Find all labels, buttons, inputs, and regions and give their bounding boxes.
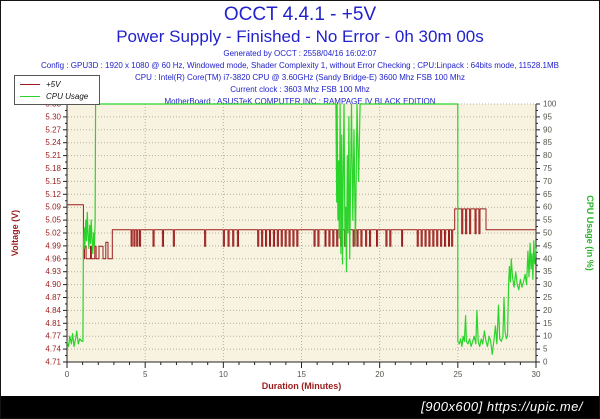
svg-text:4.96: 4.96 (45, 254, 61, 263)
svg-text:10: 10 (219, 370, 228, 379)
legend-label-voltage: +5V (46, 79, 61, 89)
svg-text:10: 10 (543, 332, 552, 341)
clock-line: Current clock : 3603 Mhz FSB 100 Mhz (230, 85, 370, 95)
svg-text:70: 70 (543, 177, 552, 186)
svg-text:35: 35 (543, 267, 552, 276)
svg-text:4.71: 4.71 (45, 358, 61, 367)
svg-text:5.12: 5.12 (45, 190, 61, 199)
cpu-usage-series-line (66, 103, 537, 355)
svg-text:5.27: 5.27 (45, 125, 61, 134)
svg-text:80: 80 (543, 151, 552, 160)
svg-text:75: 75 (543, 164, 552, 173)
axes: 5.331005.30955.27905.24855.21805.18755.1… (45, 100, 556, 380)
svg-text:5.09: 5.09 (45, 203, 61, 212)
svg-text:95: 95 (543, 112, 552, 121)
svg-text:5.21: 5.21 (45, 151, 61, 160)
svg-text:90: 90 (543, 125, 552, 134)
svg-text:Voltage (V): Voltage (V) (10, 210, 20, 256)
svg-text:4.81: 4.81 (45, 319, 61, 328)
svg-text:4.74: 4.74 (45, 345, 61, 354)
watermark-bar: [900x600] https://upic.me/ (1, 396, 599, 418)
svg-text:85: 85 (543, 138, 552, 147)
voltage-series-line (67, 204, 536, 260)
svg-text:5.15: 5.15 (45, 177, 61, 186)
chart-legend: +5V CPU Usage (14, 75, 100, 105)
svg-text:5.30: 5.30 (45, 112, 61, 121)
svg-text:5.02: 5.02 (45, 229, 61, 238)
svg-text:4.99: 4.99 (45, 241, 61, 250)
cpu-line-swatch (20, 95, 40, 97)
svg-text:0: 0 (543, 358, 548, 367)
svg-text:60: 60 (543, 203, 552, 212)
page-subtitle: Power Supply - Finished - No Error - 0h … (116, 26, 484, 46)
svg-text:30: 30 (532, 370, 541, 379)
axis-titles: Voltage (V) CPU Usage (in %) Duration (Min… (10, 195, 595, 391)
motherboard-line: MotherBoard : ASUSTeK COMPUTER INC.: RAM… (164, 97, 436, 107)
legend-item-cpu: CPU Usage (15, 90, 99, 102)
svg-text:65: 65 (543, 190, 552, 199)
svg-text:55: 55 (543, 216, 552, 225)
svg-text:5.18: 5.18 (45, 164, 61, 173)
chart-canvas: 5.331005.30955.27905.24855.21805.18755.1… (10, 100, 595, 392)
svg-text:4.87: 4.87 (45, 293, 61, 302)
svg-text:40: 40 (543, 254, 552, 263)
svg-text:4.77: 4.77 (45, 332, 61, 341)
voltage-line-swatch (20, 83, 40, 85)
svg-text:25: 25 (543, 293, 552, 302)
cpu-line: CPU : Intel(R) Core(TM) i7-3820 CPU @ 3.… (134, 73, 465, 83)
svg-text:4.84: 4.84 (45, 306, 61, 315)
svg-text:5: 5 (543, 345, 548, 354)
config-line: Config : GPU3D : 1920 x 1080 @ 60 Hz, Wi… (40, 61, 559, 71)
svg-text:15: 15 (543, 319, 552, 328)
svg-text:15: 15 (297, 370, 306, 379)
svg-text:0: 0 (65, 370, 70, 379)
legend-label-cpu: CPU Usage (46, 91, 89, 101)
svg-text:5.05: 5.05 (45, 216, 61, 225)
svg-text:45: 45 (543, 241, 552, 250)
svg-text:100: 100 (543, 100, 557, 109)
page-title: OCCT 4.4.1 - +5V (223, 4, 377, 25)
svg-text:5.24: 5.24 (45, 138, 61, 147)
svg-text:50: 50 (543, 229, 552, 238)
svg-text:4.93: 4.93 (45, 267, 61, 276)
report-header: OCCT 4.4.1 - +5V Power Supply - Finished… (1, 4, 599, 106)
svg-text:CPU Usage (in %): CPU Usage (in %) (585, 195, 595, 271)
legend-item-voltage: +5V (15, 78, 99, 90)
svg-text:20: 20 (375, 370, 384, 379)
svg-text:4.90: 4.90 (45, 280, 61, 289)
svg-text:30: 30 (543, 280, 552, 289)
svg-text:25: 25 (453, 370, 462, 379)
svg-text:Duration (Minutes): Duration (Minutes) (262, 381, 342, 391)
watermark-text: [900x600] https://upic.me/ (421, 399, 583, 414)
generated-line: Generated by OCCT : 2558/04/16 16:02:07 (223, 49, 377, 59)
svg-text:5: 5 (143, 370, 148, 379)
svg-text:20: 20 (543, 306, 552, 315)
